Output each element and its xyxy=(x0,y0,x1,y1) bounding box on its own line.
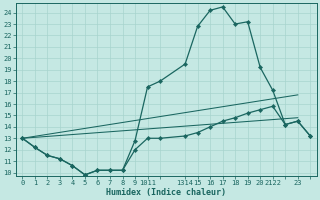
X-axis label: Humidex (Indice chaleur): Humidex (Indice chaleur) xyxy=(106,188,226,197)
